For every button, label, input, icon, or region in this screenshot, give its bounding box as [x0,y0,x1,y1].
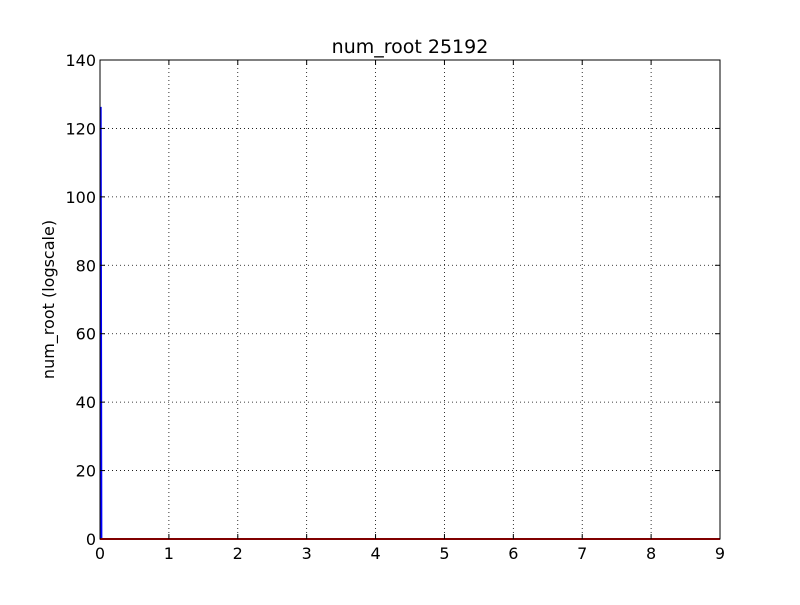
y-tick-label: 0 [86,530,96,549]
x-tick-label: 4 [370,544,380,563]
y-tick-label: 80 [76,256,96,275]
x-tick-label: 9 [715,544,725,563]
ticks: 0 1 2 3 4 5 6 7 8 9 0 20 40 60 80 100 120 140 [65,51,725,563]
plot-frame [99,59,721,540]
y-tick-label: 140 [65,51,96,70]
y-tick-label: 20 [76,462,96,481]
x-tick-label: 0 [95,544,105,563]
x-tick-label: 1 [164,544,174,563]
x-tick-label: 8 [646,544,656,563]
x-tick-label: 2 [233,544,243,563]
y-axis-label: num_root (logscale) [39,220,59,379]
x-tick-label: 6 [508,544,518,563]
x-tick-label: 5 [439,544,449,563]
chart-title: num_root 25192 [332,36,489,58]
y-tick-label: 100 [65,188,96,207]
x-tick-label: 7 [577,544,587,563]
y-tick-label: 40 [76,393,96,412]
y-tick-label: 60 [76,325,96,344]
y-tick-label: 120 [65,119,96,138]
x-tick-label: 3 [302,544,312,563]
